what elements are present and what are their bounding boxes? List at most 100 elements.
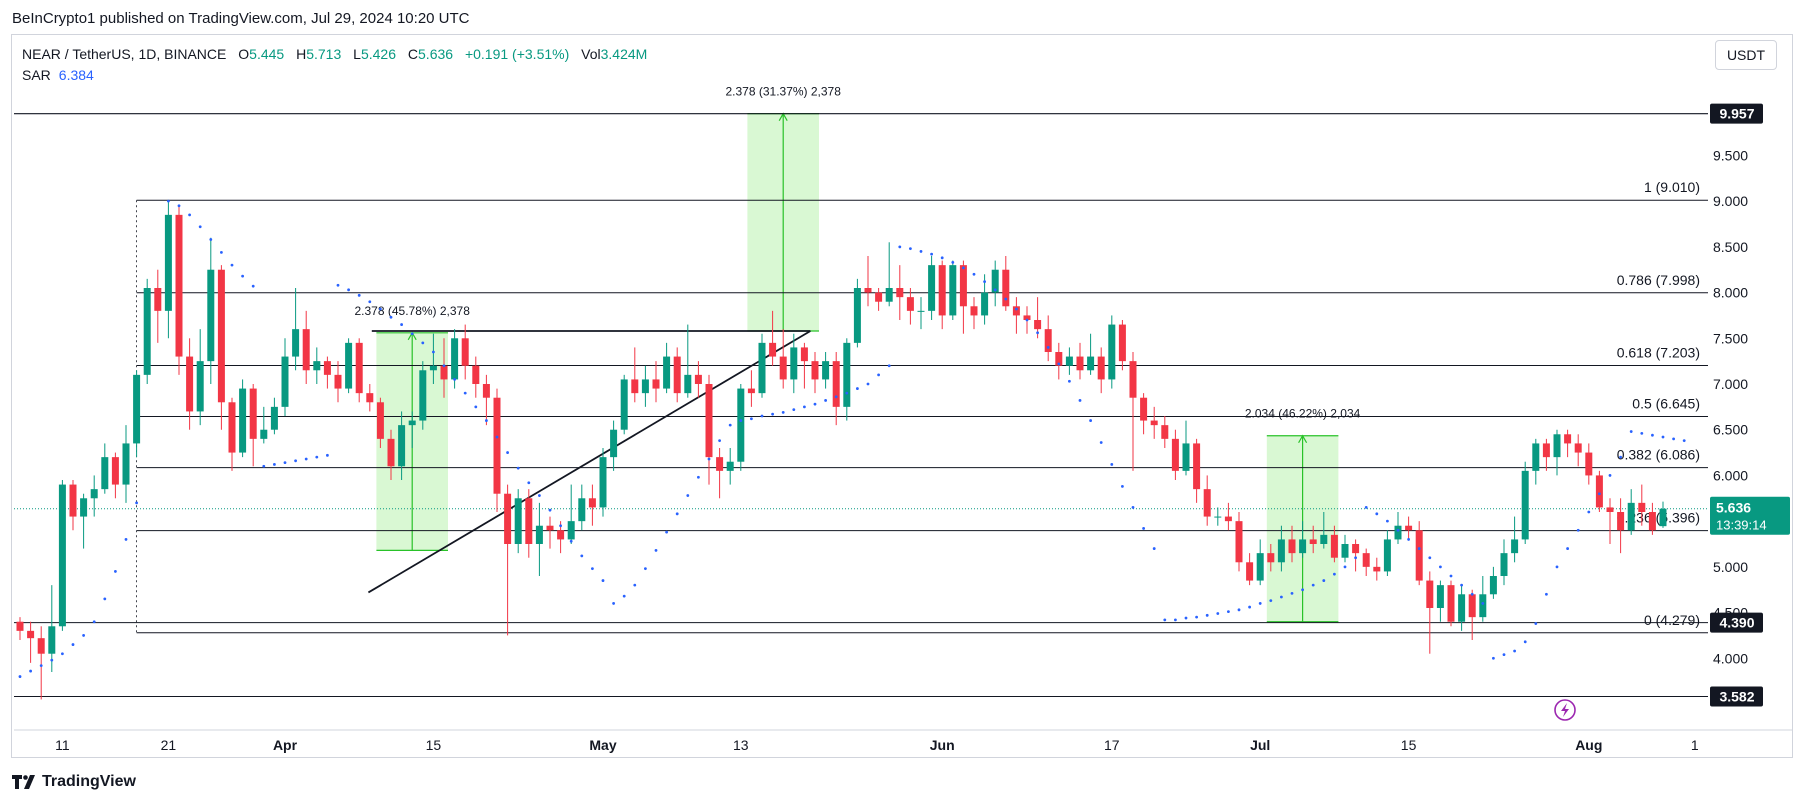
sar-dot bbox=[1174, 618, 1177, 622]
candle-body bbox=[302, 329, 310, 371]
candle-body bbox=[790, 347, 798, 380]
sar-dot bbox=[1396, 528, 1400, 532]
candle-body bbox=[1235, 521, 1243, 563]
candle-body bbox=[1055, 352, 1063, 366]
sar-dot bbox=[167, 199, 170, 203]
candle-body bbox=[1277, 539, 1285, 563]
sar-dot bbox=[1545, 592, 1548, 596]
sar-dot bbox=[516, 466, 520, 470]
sar-dot bbox=[251, 284, 255, 288]
candle-body bbox=[610, 429, 618, 458]
candle-body bbox=[164, 214, 172, 311]
candle-body bbox=[1129, 361, 1137, 398]
currency-button[interactable]: USDT bbox=[1715, 40, 1777, 70]
candle-body bbox=[1309, 539, 1317, 544]
candle-body bbox=[811, 361, 819, 380]
measure-label: 2.378 (45.78%) 2,378 bbox=[354, 304, 470, 318]
sar-row[interactable]: SAR 6.384 bbox=[22, 65, 647, 86]
symbol-label[interactable]: NEAR / TetherUS, 1D, BINANCE bbox=[22, 46, 227, 62]
y-tick-label: 7.000 bbox=[1713, 376, 1748, 392]
sar-dot bbox=[569, 539, 573, 543]
x-tick-label: 1 bbox=[1691, 737, 1699, 753]
sar-dot bbox=[644, 567, 647, 571]
measure-label: 2.378 (31.37%) 2,378 bbox=[725, 85, 841, 99]
sar-dot bbox=[1248, 605, 1251, 609]
candle-body bbox=[1214, 516, 1222, 518]
sar-dot bbox=[718, 439, 721, 443]
sar-dot bbox=[845, 391, 849, 395]
open-label: O bbox=[238, 46, 250, 62]
candle-body bbox=[1267, 553, 1275, 563]
sar-dot bbox=[463, 391, 467, 395]
sar-dot bbox=[1576, 528, 1580, 532]
sar-dot bbox=[379, 307, 382, 311]
x-tick-label: Apr bbox=[273, 737, 298, 753]
sar-dot bbox=[61, 652, 64, 656]
candle-body bbox=[1256, 553, 1264, 581]
candle-body bbox=[1500, 553, 1508, 576]
candle-body bbox=[567, 521, 575, 540]
sar-dot bbox=[1152, 547, 1156, 550]
trend-line bbox=[367, 330, 811, 594]
sar-dot bbox=[1492, 656, 1495, 660]
x-tick-label: 17 bbox=[1104, 737, 1120, 753]
candle-body bbox=[1118, 324, 1126, 362]
candle-body bbox=[514, 498, 522, 544]
candle-body bbox=[58, 484, 66, 627]
sar-dot bbox=[1417, 547, 1421, 550]
sar-dot bbox=[1290, 591, 1294, 595]
sar-dot bbox=[972, 272, 976, 276]
sar-dot bbox=[622, 594, 626, 598]
candle-body bbox=[1076, 356, 1084, 371]
sar-dot bbox=[209, 238, 213, 241]
sar-dot bbox=[856, 387, 859, 390]
candle-body bbox=[1436, 585, 1444, 608]
sar-dot bbox=[1333, 572, 1336, 576]
sar-dot bbox=[357, 293, 361, 297]
measure-label: 2.034 (46.22%) 2,034 bbox=[1245, 407, 1361, 421]
candle-body bbox=[48, 626, 56, 654]
candle-body bbox=[345, 342, 353, 389]
x-tick-label: 13 bbox=[733, 737, 749, 753]
sar-dot bbox=[1089, 419, 1092, 422]
candle-body bbox=[16, 621, 24, 631]
sar-dot bbox=[813, 402, 817, 406]
candle-body bbox=[1203, 489, 1211, 517]
sar-dot bbox=[1036, 331, 1039, 335]
y-tick-label: 8.500 bbox=[1713, 239, 1748, 255]
sar-dot bbox=[1428, 556, 1432, 560]
sar-dot bbox=[389, 315, 393, 319]
candle-body bbox=[186, 356, 194, 412]
candle-body bbox=[334, 374, 342, 389]
y-tick-label: 6.000 bbox=[1713, 467, 1748, 483]
sar-dot bbox=[866, 382, 870, 386]
candle-body bbox=[440, 365, 448, 380]
x-tick-label: Aug bbox=[1575, 737, 1602, 753]
sar-dot bbox=[410, 332, 414, 336]
sar-dot bbox=[1258, 602, 1262, 605]
candle-body bbox=[451, 338, 459, 380]
sar-dot bbox=[453, 378, 456, 381]
sar-dot bbox=[983, 280, 986, 283]
low-value: 5.426 bbox=[360, 46, 396, 62]
x-tick-label: 11 bbox=[55, 737, 70, 753]
candle-body bbox=[779, 356, 787, 380]
sar-dot bbox=[803, 405, 806, 409]
sar-dot bbox=[771, 412, 774, 416]
candle-body bbox=[758, 342, 766, 394]
candle-body bbox=[260, 429, 268, 439]
candle-body bbox=[1002, 269, 1010, 307]
tradingview-logo[interactable]: TradingView bbox=[12, 773, 136, 791]
sar-dot bbox=[538, 494, 541, 497]
candle-body bbox=[376, 402, 384, 439]
lightning-icon[interactable] bbox=[1554, 699, 1576, 721]
candle-body bbox=[970, 306, 978, 316]
candle-body bbox=[1373, 566, 1381, 572]
candle-body bbox=[154, 288, 162, 311]
sar-dot bbox=[262, 464, 266, 468]
candle-body bbox=[588, 498, 596, 508]
sar-dot bbox=[304, 457, 308, 461]
candle-body bbox=[472, 365, 480, 384]
sar-dot bbox=[283, 461, 287, 465]
